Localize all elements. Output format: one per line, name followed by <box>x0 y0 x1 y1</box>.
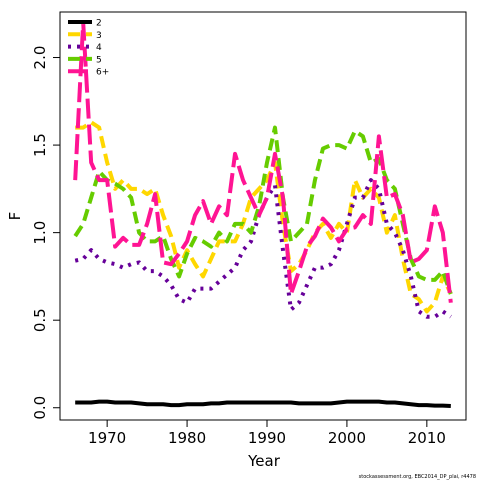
legend-label: 2 <box>96 19 102 29</box>
y-tick-label: 0.0 <box>31 396 49 420</box>
legend-label: 4 <box>96 43 102 53</box>
footnote: stockassessment.org, EBC2014_DP_plai, r4… <box>359 474 476 480</box>
x-axis-label: Year <box>247 452 281 470</box>
y-tick-label: 1.0 <box>31 221 49 245</box>
series-line <box>73 20 453 303</box>
plot-box <box>59 11 467 421</box>
legend-label: 6+ <box>96 68 109 78</box>
y-tick-label: 1.5 <box>31 133 49 157</box>
x-tick-label: 1990 <box>248 429 286 447</box>
series-line <box>75 399 451 408</box>
y-tick-label: 2.0 <box>31 46 49 70</box>
x-tick-label: 2000 <box>328 429 366 447</box>
series-line <box>73 125 453 295</box>
y-axis-label: F <box>6 212 24 221</box>
legend-label: 3 <box>96 31 102 41</box>
legend-label: 5 <box>96 55 102 65</box>
series-line <box>75 120 453 314</box>
x-tick-label: 1980 <box>168 429 206 447</box>
y-tick-label: 0.5 <box>31 308 49 332</box>
x-tick-label: 1970 <box>88 429 126 447</box>
x-tick-label: 2010 <box>408 429 446 447</box>
